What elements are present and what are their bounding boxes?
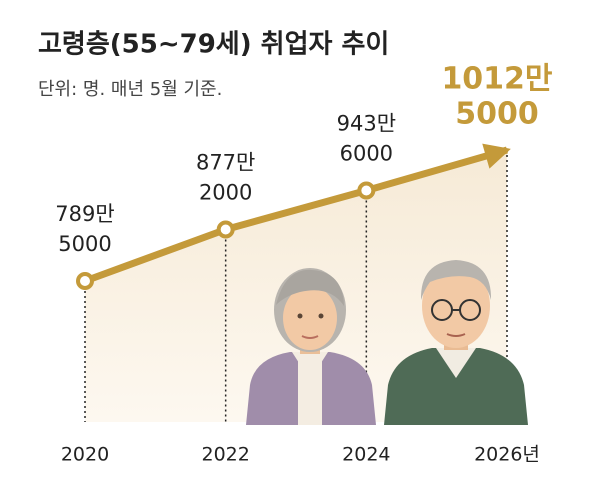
value-label: 789만 (55, 202, 114, 226)
chart-subtitle: 단위: 명. 매년 5월 기준. (38, 79, 222, 100)
value-label: 1012만 (441, 62, 552, 97)
data-layer: 789만 5000 2020 877만 2000 2022 943만 6000 2024 1012… (55, 62, 553, 466)
x-tick-label: 2026년 (474, 444, 540, 466)
illustration-man (384, 260, 528, 425)
line (83, 146, 508, 285)
illustration-woman (246, 268, 376, 425)
arrow-head (482, 143, 511, 169)
value-label: 877만 (196, 150, 255, 174)
point (357, 181, 376, 200)
value-label: 5000 (455, 97, 539, 132)
value-label: 2000 (199, 180, 252, 204)
point (216, 220, 235, 239)
chart-title: 고령층(55~79세) 취업자 추이 (38, 30, 389, 60)
value-label: 943만 (337, 111, 396, 135)
x-tick-label: 2020 (61, 444, 109, 466)
x-tick-label: 2022 (201, 444, 249, 466)
value-label: 6000 (340, 141, 393, 165)
x-tick-label: 2024 (342, 444, 390, 466)
point (76, 272, 94, 290)
value-label: 5000 (58, 232, 111, 256)
